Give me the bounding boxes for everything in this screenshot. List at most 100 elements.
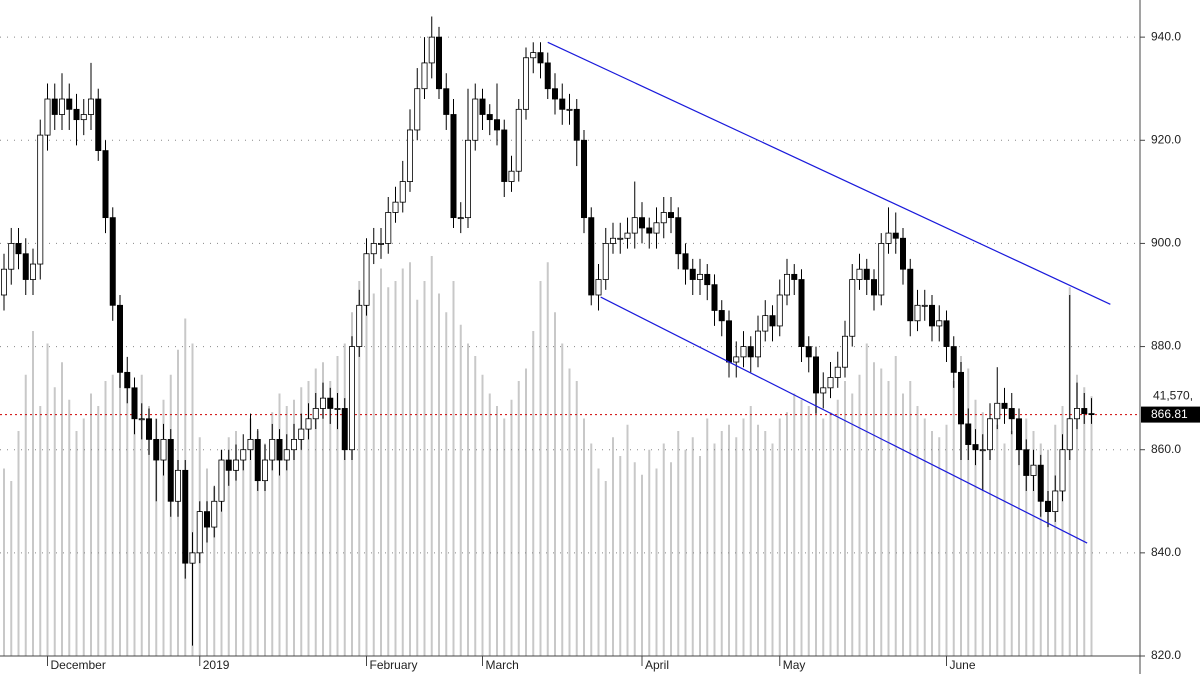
candle-body [631, 217, 638, 234]
candle-body [588, 217, 595, 296]
candle-body [682, 253, 689, 270]
candle-body [290, 438, 297, 451]
candle-body [377, 243, 384, 245]
candle-body [189, 552, 196, 564]
x-tick-label: December [51, 658, 106, 672]
candle-body [312, 408, 319, 420]
candle-body [211, 500, 218, 528]
candle-body [900, 237, 907, 270]
last-price-label: 866.81 [1151, 407, 1188, 421]
candle-body [1081, 408, 1088, 415]
x-tick-label: May [783, 658, 806, 672]
x-tick-label: February [370, 658, 418, 672]
candle-body [37, 134, 44, 265]
last-volume-label: 41,570, [1153, 388, 1193, 402]
candle-body [1023, 449, 1030, 476]
candle-body [958, 371, 965, 425]
candle-body [8, 243, 15, 270]
candle-body [660, 212, 667, 224]
x-tick-label: 2019 [203, 658, 230, 672]
x-tick-label: March [486, 658, 519, 672]
candle-body [0, 268, 7, 296]
candle-body [871, 279, 878, 296]
candle-body [254, 438, 261, 482]
candle-body [1037, 464, 1044, 502]
candle-body [80, 114, 87, 121]
candle-body [929, 304, 936, 327]
candle-body [247, 438, 254, 451]
candle-body [994, 402, 1001, 420]
candle-body [102, 150, 109, 219]
candle-body [791, 273, 798, 280]
candle-body [486, 114, 493, 121]
trendline [600, 296, 1088, 544]
candle-body [595, 279, 602, 296]
candle-body [842, 335, 849, 368]
candle-body [834, 366, 841, 378]
candle-body [450, 114, 457, 219]
candle-body [298, 428, 305, 440]
candle-body [117, 304, 124, 373]
candle-body [892, 232, 899, 239]
candle-body [936, 320, 943, 327]
y-tick-label: 920.0 [1151, 132, 1181, 146]
candle-body [182, 469, 189, 564]
candle-body [59, 98, 66, 115]
last-price-box [1141, 406, 1200, 423]
candle-body [987, 418, 994, 451]
x-tick-label: April [645, 658, 669, 672]
candle-body [697, 273, 704, 280]
candle-body [755, 330, 762, 358]
candle-body [617, 237, 624, 240]
candle-body [689, 268, 696, 280]
y-tick-label: 940.0 [1151, 29, 1181, 43]
candle-body [124, 371, 131, 389]
candle-body [363, 253, 370, 306]
candle-body [73, 108, 80, 121]
candle-body [392, 201, 399, 213]
candle-body [1001, 402, 1008, 409]
candle-body [15, 243, 22, 255]
candle-body [261, 459, 268, 482]
candle-body [863, 268, 870, 280]
candle-body [218, 459, 225, 502]
candle-body [95, 98, 102, 151]
trendline [547, 41, 1111, 305]
candle-body [747, 346, 754, 358]
candle-body [849, 279, 856, 337]
candle-body [145, 418, 152, 440]
candle-body [29, 263, 36, 280]
candle-body [566, 108, 573, 111]
candle-body [950, 346, 957, 373]
candle-body [334, 408, 341, 410]
candle-body [544, 62, 551, 90]
candle-body [675, 217, 682, 255]
candle-body [276, 438, 283, 461]
candle-body [341, 408, 348, 451]
candle-body [878, 243, 885, 296]
candle-body [356, 304, 363, 347]
candle-body [1059, 449, 1066, 492]
candle-body [443, 88, 450, 115]
candle-body [668, 212, 675, 219]
candle-body [327, 397, 334, 409]
candle-body [573, 108, 580, 141]
candle-body [421, 62, 428, 90]
candle-body [196, 511, 203, 554]
candle-body [66, 98, 73, 110]
candle-body [493, 119, 500, 131]
candle-body [718, 310, 725, 322]
candle-body [225, 459, 232, 471]
y-tick-label: 900.0 [1151, 236, 1181, 250]
candle-body [914, 304, 921, 322]
candle-body [167, 438, 174, 502]
candle-body [704, 273, 711, 286]
candle-body [51, 98, 58, 115]
candle-body [319, 397, 326, 409]
candle-body [552, 88, 559, 100]
candle-body [305, 418, 312, 430]
candle-body [160, 438, 167, 461]
candle-body [581, 139, 588, 219]
candle-body [428, 36, 435, 64]
